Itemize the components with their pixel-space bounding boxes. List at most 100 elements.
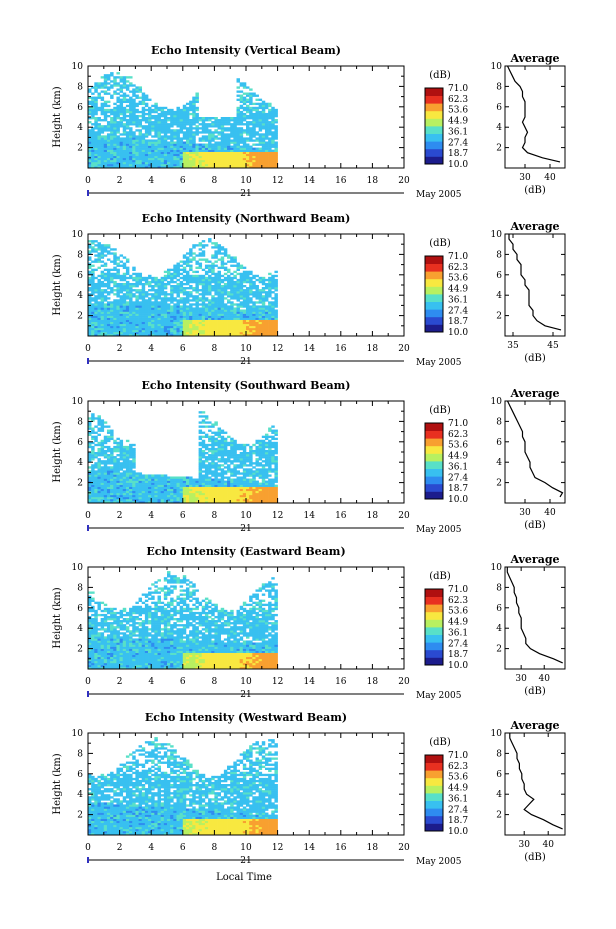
heatmap-cell	[138, 319, 143, 323]
heatmap-cell	[103, 78, 108, 81]
heatmap-cell	[201, 331, 206, 335]
heatmap-cell	[220, 137, 225, 140]
heatmap-cell	[167, 496, 171, 500]
heatmap-cell	[116, 333, 120, 337]
heatmap-cell	[122, 276, 127, 280]
heatmap-cell	[91, 133, 95, 136]
heatmap-cell	[122, 151, 127, 155]
heatmap-cell	[116, 301, 120, 304]
heatmap-cell	[110, 309, 114, 312]
heatmap-cell	[198, 486, 203, 490]
heatmap-cell	[122, 460, 127, 463]
heatmap-cell	[135, 86, 139, 89]
heatmap-cell	[201, 289, 206, 292]
heatmap-cell	[135, 129, 139, 132]
heatmap-cell	[249, 106, 253, 110]
heatmap-cell	[119, 143, 124, 146]
heatmap-cell	[189, 112, 193, 116]
heatmap-cell	[113, 285, 117, 288]
heatmap-cell	[185, 293, 190, 296]
heatmap-cell	[144, 135, 149, 138]
heatmap-cell	[88, 266, 92, 269]
heatmap-cell	[208, 117, 212, 120]
heatmap-cell	[214, 129, 218, 132]
heatmap-cell	[217, 258, 222, 261]
heatmap-cell	[246, 287, 250, 290]
heatmap-cell	[151, 309, 155, 312]
heatmap-cell	[110, 139, 114, 142]
colorbar-segment	[425, 148, 443, 157]
heatmap-cell	[227, 276, 231, 280]
heatmap-cell	[236, 317, 240, 320]
heatmap-cell	[173, 137, 177, 140]
heatmap-cell	[198, 437, 203, 441]
heatmap-cell	[271, 327, 275, 331]
heatmap-cell	[233, 163, 237, 167]
heatmap-cell	[201, 280, 206, 284]
heatmap-cell	[119, 452, 124, 455]
heatmap-cell	[100, 244, 105, 247]
heatmap-cell	[132, 289, 136, 292]
heatmap-cell	[249, 135, 253, 138]
heatmap-cell	[198, 264, 203, 267]
heatmap-cell	[160, 293, 165, 296]
heatmap-cell	[211, 139, 215, 142]
heatmap-cell	[185, 484, 190, 487]
heatmap-cell	[230, 256, 234, 259]
heatmap-cell	[106, 454, 111, 457]
heatmap-cell	[119, 474, 124, 477]
heatmap-cell	[173, 264, 177, 267]
heatmap-cell	[214, 468, 218, 471]
average-frame	[504, 65, 566, 169]
heatmap-cell	[167, 137, 171, 140]
heatmap-cell	[122, 319, 127, 323]
heatmap-cell	[274, 165, 278, 169]
heatmap-cell	[201, 252, 206, 255]
heatmap-cell	[208, 486, 212, 490]
heatmap-cell	[198, 460, 203, 463]
heatmap-cell	[125, 125, 130, 128]
heatmap-cell	[160, 478, 165, 481]
heatmap-cell	[185, 496, 190, 500]
heatmap-cell	[249, 137, 253, 140]
heatmap-cell	[100, 496, 105, 500]
heatmap-cell	[271, 110, 275, 114]
heatmap-cell	[204, 123, 209, 126]
heatmap-cell	[110, 157, 114, 161]
heatmap-cell	[110, 86, 114, 89]
heatmap-cell	[242, 331, 247, 335]
heatmap-cell	[97, 151, 101, 155]
heatmap-cell	[116, 500, 120, 504]
heatmap-cell	[88, 153, 92, 157]
heatmap-cell	[157, 289, 161, 292]
heatmap-cell	[236, 86, 240, 89]
heatmap-cell	[170, 155, 174, 159]
heatmap-cell	[214, 492, 218, 496]
heatmap-cell	[132, 311, 136, 314]
heatmap-cell	[261, 123, 266, 126]
heatmap-cell	[201, 454, 206, 457]
heatmap-cell	[138, 488, 143, 492]
heatmap-cell	[132, 119, 136, 122]
heatmap-cell	[220, 321, 225, 325]
heatmap-cell	[106, 480, 111, 483]
heatmap-cell	[217, 439, 222, 443]
heatmap-cell	[157, 329, 161, 333]
heatmap-cell	[179, 317, 184, 320]
heatmap-cell	[274, 119, 278, 122]
heatmap-cell	[230, 139, 234, 142]
heatmap-cell	[106, 325, 111, 329]
heatmap-cell	[148, 498, 152, 502]
heatmap-cell	[195, 159, 199, 163]
heatmap-cell	[94, 285, 98, 288]
heatmap-cell	[144, 139, 149, 142]
heatmap-cell	[227, 127, 231, 130]
heatmap-cell	[173, 299, 177, 302]
heatmap-cell	[220, 119, 225, 122]
heatmap-cell	[129, 137, 133, 140]
heatmap-cell	[110, 289, 114, 292]
heatmap-cell	[119, 291, 124, 294]
heatmap-cell	[204, 445, 209, 449]
heatmap-cell	[211, 262, 215, 265]
heatmap-cell	[214, 121, 218, 124]
